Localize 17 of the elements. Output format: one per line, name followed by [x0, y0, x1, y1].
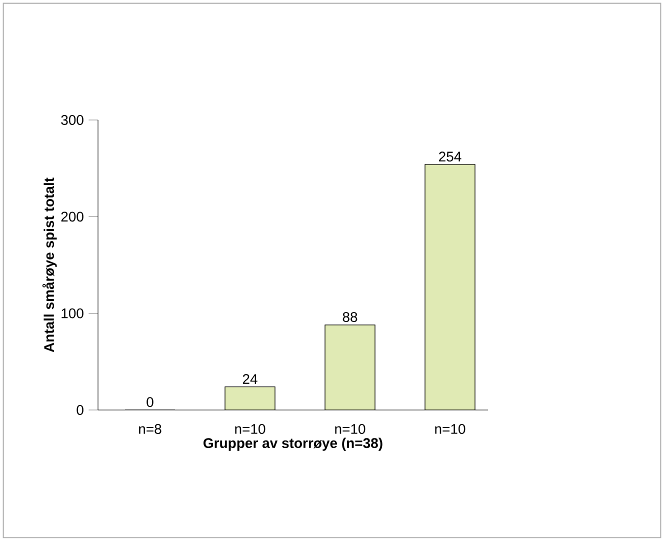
x-tick-label: n=8 — [139, 424, 162, 434]
x-tick-label: n=10 — [335, 424, 366, 434]
x-tick-label: n=10 — [235, 424, 266, 434]
x-axis-title: Grupper av storrøye (n=38) — [204, 438, 382, 451]
bar — [424, 164, 476, 410]
y-tick-label: 0 — [76, 405, 84, 415]
data-label: 0 — [146, 397, 154, 408]
bar — [224, 386, 276, 410]
data-label: 24 — [242, 374, 258, 384]
x-tick-label: n=10 — [435, 424, 466, 434]
data-label: 254 — [439, 152, 462, 162]
y-tick-label: 300 — [61, 115, 84, 125]
data-label: 88 — [342, 312, 358, 322]
y-tick-label: 200 — [61, 212, 84, 222]
bar — [324, 324, 376, 410]
y-axis-title: Antall smårøye spist totalt — [42, 178, 57, 352]
y-tick-label: 100 — [62, 308, 84, 318]
